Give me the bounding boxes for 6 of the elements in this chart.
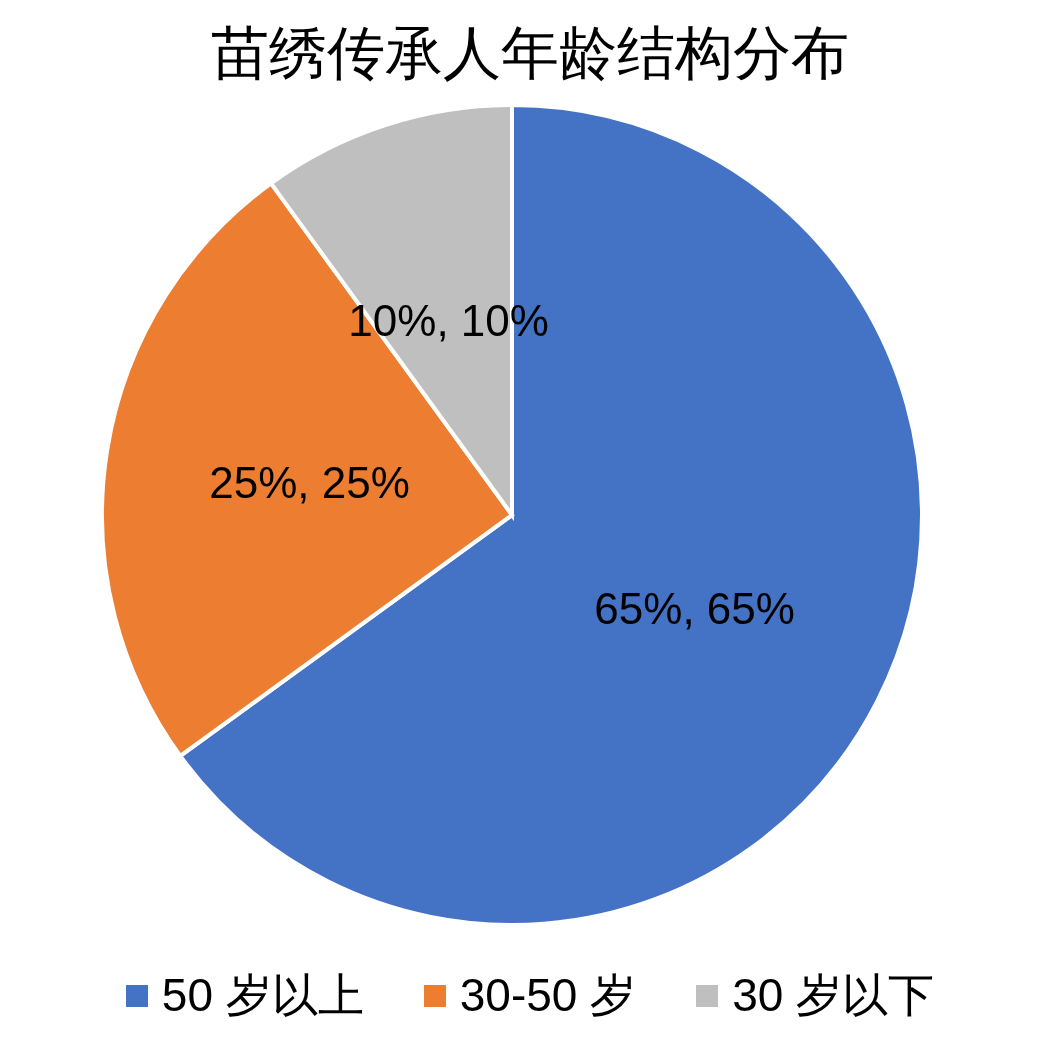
- legend-label: 50 岁以上: [161, 968, 364, 1023]
- legend-label: 30-50 岁: [459, 968, 637, 1023]
- legend-label: 30 岁以下: [732, 968, 935, 1023]
- chart-title: 苗绣传承人年龄结构分布: [210, 19, 850, 87]
- data-label: 65%, 65%: [594, 583, 795, 633]
- data-label: 25%, 25%: [209, 458, 410, 508]
